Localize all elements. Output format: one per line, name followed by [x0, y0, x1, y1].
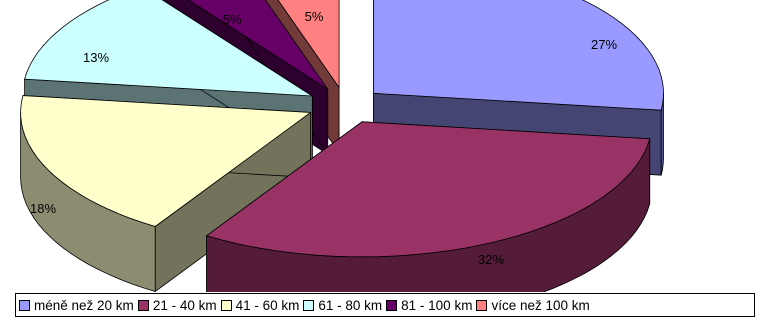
legend-item: 41 - 60 km: [220, 297, 300, 313]
pie-labels: 27% 32% 18% 13% 5% 5%: [30, 9, 617, 267]
legend-label: 21 - 40 km: [152, 297, 217, 313]
data-label: 5%: [305, 9, 324, 24]
legend-swatch: [476, 299, 488, 311]
pie-slice: [205, 121, 651, 292]
legend-item: více než 100 km: [476, 297, 590, 313]
pie-slice-top: [187, 0, 329, 90]
legend-swatch: [303, 299, 315, 311]
pie-slice-top: [20, 95, 312, 227]
legend-swatch: [220, 299, 232, 311]
pie-slice-top: [277, 0, 340, 89]
legend-label: více než 100 km: [491, 297, 590, 313]
legend-label: méně než 20 km: [34, 297, 134, 313]
legend-swatch: [19, 299, 30, 311]
pie-slice-top: [373, 0, 664, 111]
pie-slice: [20, 95, 312, 292]
pie-slice-top: [24, 0, 314, 97]
data-label: 13%: [83, 50, 109, 65]
legend-item: 21 - 40 km: [137, 297, 217, 313]
legend-label: 41 - 60 km: [235, 297, 300, 313]
data-label: 27%: [591, 37, 617, 52]
chart-legend: méně než 20 km 21 - 40 km 41 - 60 km 61 - 8…: [15, 293, 755, 317]
legend-item: 61 - 80 km: [303, 298, 382, 313]
pie-slice-top: [205, 121, 651, 258]
legend-label: 81 - 100 km: [401, 297, 473, 313]
legend-label: 61 - 80 km: [318, 297, 383, 313]
data-label: 5%: [223, 12, 242, 27]
pie-chart: 27% 32% 18% 13% 5% 5%: [20, 0, 664, 292]
pie-slices: [20, 0, 664, 292]
legend-item: 81 - 100 km: [386, 298, 472, 313]
data-label: 18%: [30, 201, 56, 216]
legend-swatch: [137, 299, 149, 311]
data-label: 32%: [478, 252, 504, 267]
legend-item: méně než 20 km: [19, 298, 134, 313]
legend-swatch: [386, 299, 398, 311]
